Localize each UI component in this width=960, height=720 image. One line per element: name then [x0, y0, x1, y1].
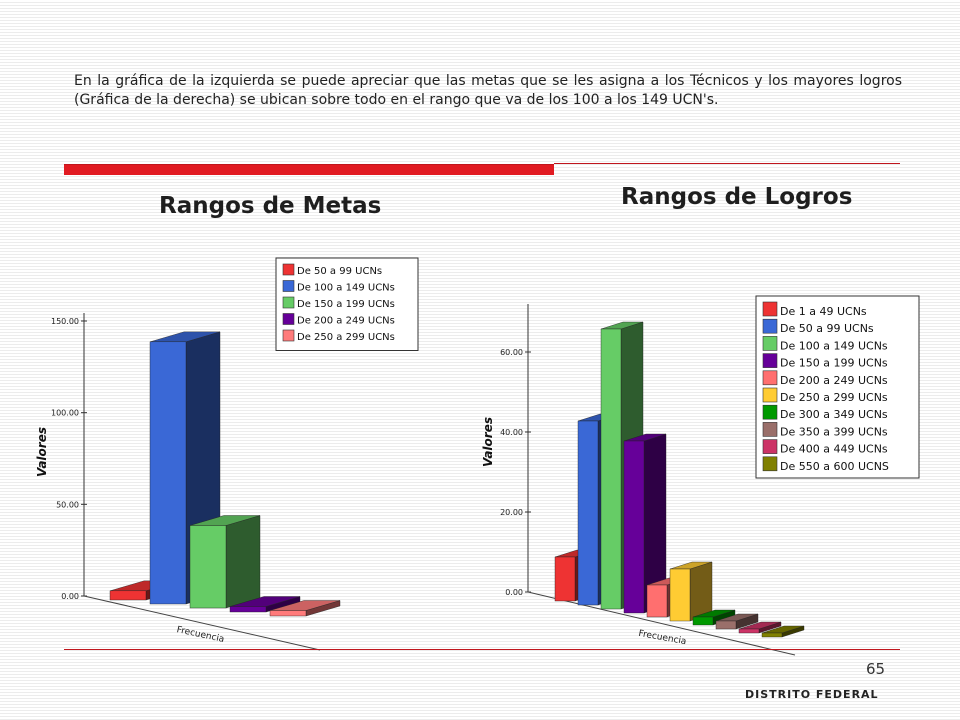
legend-swatch — [282, 329, 295, 342]
legend-swatch — [762, 422, 778, 437]
y-tick-label: 0.00 — [505, 588, 523, 597]
y-tick-label: 20.00 — [500, 508, 523, 517]
bar-front — [600, 328, 622, 610]
legend-label: De 150 a 199 UCNs — [780, 357, 888, 370]
y-tick-label: 100.00 — [51, 409, 79, 418]
legend-swatch — [282, 296, 295, 309]
bar — [669, 561, 713, 622]
bottom-divider — [64, 649, 900, 650]
legend-box — [755, 295, 920, 479]
bar-front — [669, 568, 691, 622]
y-tick-label: 40.00 — [500, 428, 523, 437]
footer-label: DISTRITO FEDERAL — [745, 688, 879, 701]
legend-swatch — [762, 387, 778, 403]
bar-front — [189, 525, 227, 609]
bar-front — [715, 620, 737, 630]
bar — [623, 433, 667, 614]
y-tick-label: 150.00 — [51, 317, 79, 326]
bar-front — [269, 610, 307, 617]
chart-title-logros: Rangos de Logros — [621, 184, 853, 210]
bar-front — [646, 584, 668, 618]
bar — [715, 613, 759, 630]
legend-box — [275, 257, 419, 351]
legend-label: De 100 a 149 UCNs — [780, 339, 888, 352]
y-tick-label: 50.00 — [56, 500, 79, 509]
divider-red — [64, 165, 554, 175]
legend-swatch — [762, 318, 778, 334]
bar — [738, 621, 782, 634]
chart-title-metas: Rangos de Metas — [159, 193, 382, 219]
bar-front — [577, 420, 599, 606]
legend-swatch — [282, 280, 295, 292]
legend-label: De 250 a 299 UCNs — [780, 391, 888, 404]
legend-swatch — [762, 353, 778, 368]
bar — [229, 596, 301, 613]
bar-front — [738, 628, 760, 634]
legend-swatch — [762, 439, 778, 454]
legend-label: De 300 a 349 UCNs — [780, 408, 888, 421]
legend-label: De 150 a 199 UCNs — [297, 299, 395, 310]
legend-swatch — [762, 370, 778, 386]
bar-front — [623, 440, 645, 614]
legend-label: De 50 a 99 UCNs — [297, 266, 382, 277]
floor-edge — [527, 591, 796, 656]
y-tick-label: 60.00 — [500, 348, 523, 357]
bar-front — [692, 616, 714, 626]
bar — [269, 600, 341, 617]
legend-swatch — [762, 456, 778, 472]
legend-swatch — [762, 404, 778, 420]
legend-label: De 100 a 149 UCNs — [297, 283, 395, 294]
y-axis-label: Valores — [35, 427, 49, 477]
y-axis-label: Valores — [481, 417, 495, 467]
legend-swatch — [762, 301, 778, 317]
page-number: 65 — [866, 660, 886, 678]
floor-edge — [83, 595, 321, 651]
bar-front — [761, 632, 783, 638]
legend-label: De 250 a 299 UCNs — [297, 332, 395, 343]
legend-label: De 550 a 600 UCNS — [780, 460, 889, 473]
legend-label: De 350 a 399 UCNs — [780, 425, 888, 438]
y-tick-label: 0.00 — [61, 592, 79, 601]
legend-label: De 200 a 249 UCNs — [297, 316, 395, 327]
legend-label: De 400 a 449 UCNs — [780, 443, 888, 456]
legend-label: De 1 a 49 UCNs — [780, 305, 867, 318]
x-axis-label: Frecuencia — [638, 629, 687, 647]
legend-swatch — [762, 336, 778, 351]
bar-front — [149, 341, 187, 605]
legend-label: De 200 a 249 UCNs — [780, 374, 888, 387]
bar-front — [229, 606, 267, 613]
legend-swatch — [282, 263, 295, 276]
bar-front — [554, 556, 576, 602]
divider-thin-left — [64, 164, 554, 165]
bar-front — [109, 590, 147, 601]
legend-label: De 50 a 99 UCNs — [780, 322, 874, 335]
legend-swatch — [282, 313, 295, 325]
intro-paragraph: En la gráfica de la izquierda se puede a… — [74, 73, 902, 108]
divider-thin-right — [554, 163, 900, 164]
bar — [761, 625, 805, 638]
